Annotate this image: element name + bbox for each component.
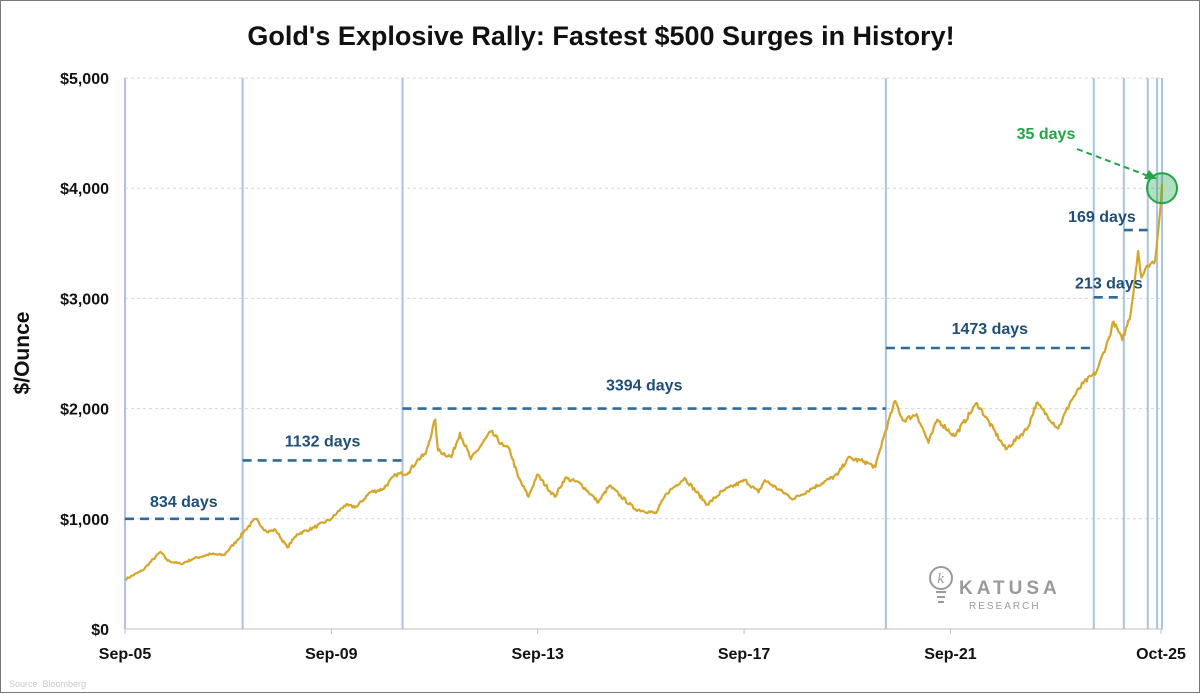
annotation-label: 169 days [1068,209,1136,226]
event-lines [124,78,1164,629]
x-tick-label: Sep-09 [305,646,358,663]
grid-layer [125,77,1163,520]
annotation-label: 834 days [150,494,218,511]
chart-title: Gold's Explosive Rally: Fastest $500 Sur… [247,21,954,51]
annotation-label: 3394 days [606,378,683,395]
y-tick-label: $2,000 [60,402,109,419]
x-tick-label: Sep-21 [924,646,977,663]
x-tick-label: Oct-25 [1136,646,1186,663]
series-layer [124,183,1164,581]
y-tick-label: $0 [91,622,109,639]
annotation-label: 1473 days [952,321,1029,338]
gold-price-line [124,183,1164,581]
annotation-label: 35 days [1017,126,1076,143]
x-tick-label: Sep-17 [718,646,771,663]
annotation-label: 213 days [1075,275,1143,292]
annotation-layer: 834 days 1132 days 3394 days 1473 days 213 d… [125,126,1179,521]
annotation-arrow [1076,148,1152,178]
annotation-label: 1132 days [285,433,361,450]
watermark-name: KATUSA [959,578,1061,599]
katusa-watermark: k KATUSA RESEARCH [929,566,1061,612]
y-tick-label: $4,000 [60,181,109,198]
lightbulb-icon: k [929,566,953,603]
y-tick-label: $5,000 [60,71,109,88]
x-tick-label: Sep-13 [511,646,564,663]
svg-text:k: k [937,572,945,587]
y-tick-label: $1,000 [60,512,109,529]
x-tick-label: Sep-05 [99,646,152,663]
axis-layer: $0 $1,000 $2,000 $3,000 $4,000 $5,000 Sep-05 Se… [60,71,1186,663]
y-tick-label: $3,000 [60,291,109,308]
highlight-circle [1146,172,1179,205]
y-axis-label: $/Ounce [11,312,34,395]
source-note: Source: Bloomberg [9,679,86,689]
watermark-sub: RESEARCH [969,601,1041,612]
